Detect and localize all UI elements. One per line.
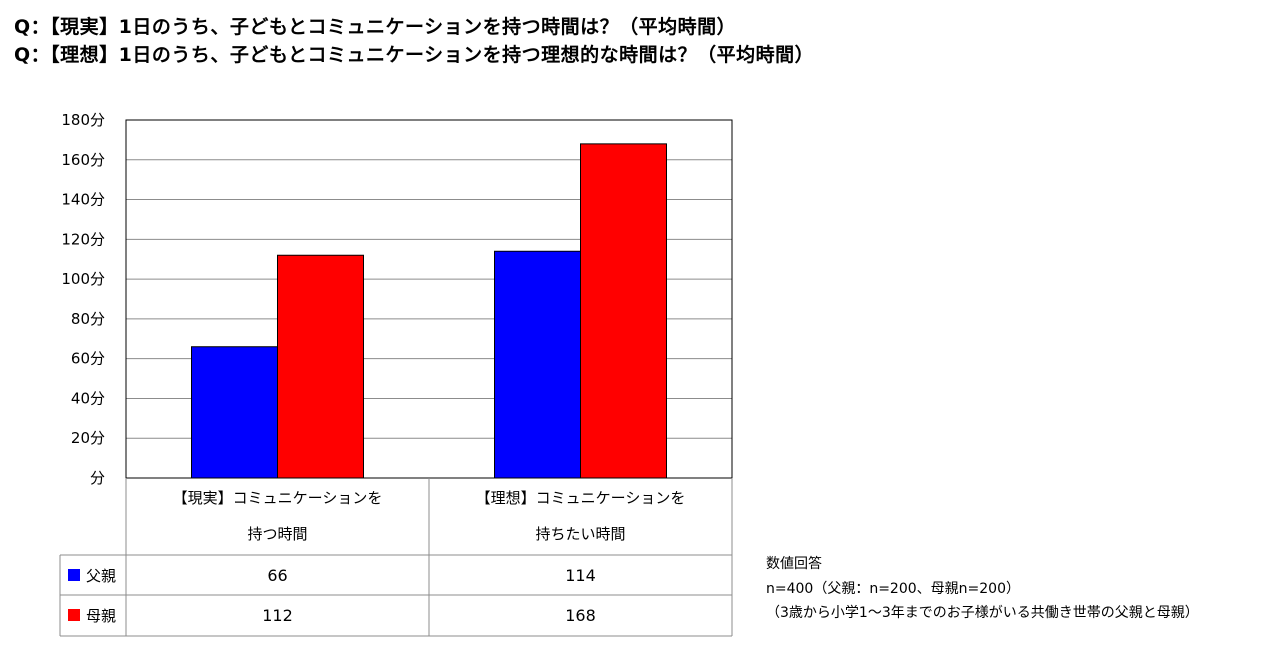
note-answer-type: 数値回答 <box>766 556 822 572</box>
x-category-label: 【理想】コミュニケーションを <box>476 489 686 507</box>
chart-title-ideal: Q：【理想】1日のうち、子どもとコミュニケーションを持つ理想的な時間は？（平均時… <box>14 44 815 66</box>
legend-label: 父親 <box>86 567 116 585</box>
y-tick-label: 分 <box>90 469 105 487</box>
y-tick-label: 80分 <box>71 310 105 328</box>
y-tick-label: 140分 <box>61 191 105 209</box>
y-tick-label: 60分 <box>71 350 105 368</box>
legend-label: 母親 <box>86 607 116 625</box>
x-category-label: 【現実】コミュニケーションを <box>173 489 383 507</box>
data-value-label: 112 <box>262 606 293 625</box>
data-value-label: 114 <box>565 566 596 585</box>
data-value-label: 168 <box>565 606 596 625</box>
chart-title-actual: Q：【現実】1日のうち、子どもとコミュニケーションを持つ時間は？（平均時間） <box>14 16 737 38</box>
note-population: （3歳から小学1～3年までのお子様がいる共働き世帯の父親と母親） <box>766 605 1199 621</box>
x-category-label: 持つ時間 <box>247 525 307 543</box>
legend-key-mother <box>68 609 80 621</box>
legend-key-father <box>68 569 80 581</box>
y-tick-label: 20分 <box>71 429 105 447</box>
bar <box>191 346 278 479</box>
data-value-label: 66 <box>267 566 287 585</box>
x-category-label: 持ちたい時間 <box>535 525 625 543</box>
note-sample-size: n=400（父親：n=200、母親n=200） <box>766 581 1020 597</box>
bar <box>277 254 364 479</box>
bar <box>494 250 581 479</box>
y-tick-label: 160分 <box>61 151 105 169</box>
y-tick-label: 120分 <box>61 230 105 248</box>
y-tick-label: 180分 <box>61 111 105 129</box>
bar <box>580 143 667 479</box>
y-tick-label: 40分 <box>71 389 105 407</box>
y-tick-label: 100分 <box>61 270 105 288</box>
